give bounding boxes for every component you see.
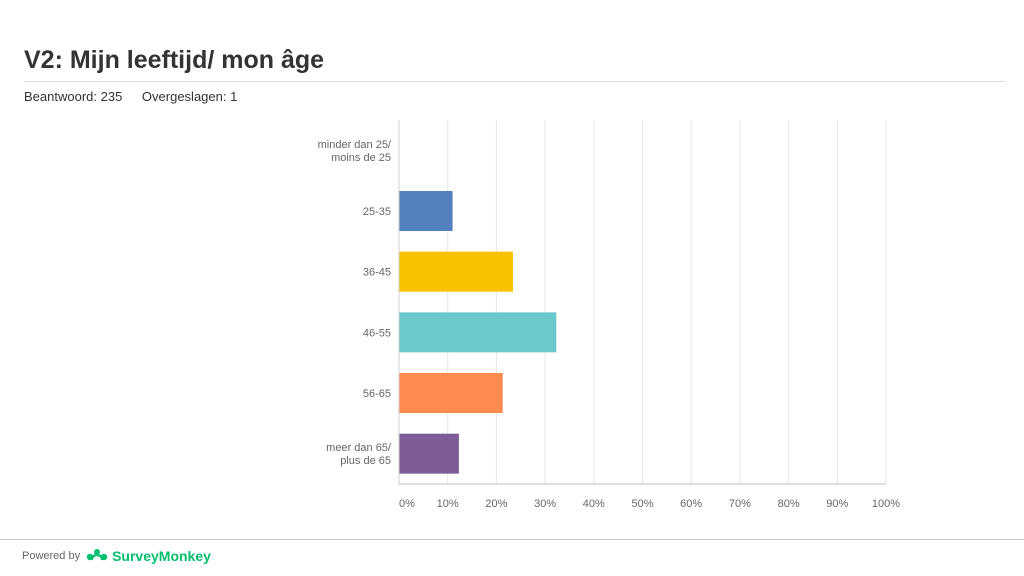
x-tick-label: 40% xyxy=(583,498,605,510)
x-tick-label: 20% xyxy=(485,498,507,510)
x-tick-label: 10% xyxy=(437,498,459,510)
bar xyxy=(399,251,513,292)
category-label: minder dan 25/ xyxy=(318,139,392,151)
footer: Powered by SurveyMonkey xyxy=(22,548,211,564)
category-label: meer dan 65/ xyxy=(326,442,392,454)
bar xyxy=(399,312,557,353)
category-label: 36-45 xyxy=(363,267,391,279)
age-bar-chart: 0% 10% 20% 30% 40% 50% 60% 70% 80% 90% 100% minder … xyxy=(318,120,900,510)
category-label: 46-55 xyxy=(363,327,391,339)
surveymonkey-brand[interactable]: SurveyMonkey xyxy=(86,548,211,564)
x-tick-label: 80% xyxy=(778,498,800,510)
x-tick-label: 90% xyxy=(826,498,848,510)
title-divider xyxy=(24,81,1006,82)
x-tick-label: 0% xyxy=(399,498,415,510)
answered-count: Beantwoord: 235 xyxy=(24,89,123,104)
surveymonkey-logo-icon xyxy=(86,549,108,561)
surveymonkey-brand-text: SurveyMonkey xyxy=(112,548,211,564)
x-tick-label: 50% xyxy=(631,498,653,510)
page-title: V2: Mijn leeftijd/ mon âge xyxy=(24,46,325,74)
powered-by-label: Powered by xyxy=(22,550,81,562)
x-tick-label: 100% xyxy=(872,498,900,510)
category-label: 25-35 xyxy=(363,206,391,218)
response-stats: Beantwoord: 235 Overgeslagen: 1 xyxy=(24,89,253,104)
bar xyxy=(399,373,503,413)
x-tick-label: 30% xyxy=(534,498,556,510)
bar xyxy=(399,191,453,231)
footer-divider xyxy=(0,539,1024,540)
category-label: moins de 25 xyxy=(331,152,391,164)
x-tick-label: 70% xyxy=(729,498,751,510)
category-label: 56-65 xyxy=(363,388,391,400)
bar xyxy=(399,433,459,474)
skipped-count: Overgeslagen: 1 xyxy=(141,89,238,104)
x-tick-label: 60% xyxy=(680,498,702,510)
category-label: plus de 65 xyxy=(340,455,391,467)
